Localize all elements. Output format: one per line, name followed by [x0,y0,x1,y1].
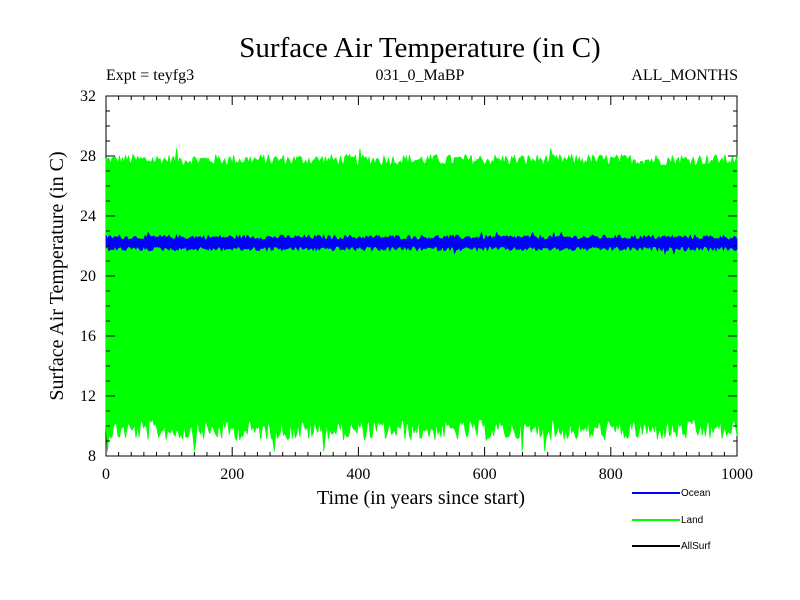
x-tick-label: 1000 [721,466,753,483]
y-axis-label: Surface Air Temperature (in C) [46,151,68,400]
y-tick-label: 16 [80,328,96,345]
series-layer [105,148,738,452]
x-tick-label: 200 [220,466,244,483]
series-land [105,148,738,452]
subtitle-months: ALL_MONTHS [631,67,738,84]
x-tick-label: 800 [599,466,623,483]
x-tick-label: 600 [473,466,497,483]
legend-label-ocean: Ocean [681,488,710,499]
x-tick-label: 0 [102,466,110,483]
x-axis-label: Time (in years since start) [317,487,525,509]
chart-title: Surface Air Temperature (in C) [239,32,600,64]
legend-label-land: Land [681,515,703,526]
y-tick-label: 12 [80,388,96,405]
y-tick-label: 28 [80,148,96,165]
y-tick-label: 32 [80,88,96,105]
legend: Ocean Land AllSurf [632,488,711,552]
subtitle-period: 031_0_MaBP [376,67,465,84]
y-tick-label: 24 [80,208,96,225]
legend-label-allsurf: AllSurf [681,541,711,552]
tick-layer: 0 200 400 600 800 1000 8 12 16 20 24 28 32 [80,88,753,483]
subtitle-expt: Expt = teyfg3 [106,67,194,84]
series-ocean [105,231,738,255]
y-tick-label: 20 [80,268,96,285]
x-tick-label: 400 [346,466,370,483]
y-tick-label: 8 [88,448,96,465]
